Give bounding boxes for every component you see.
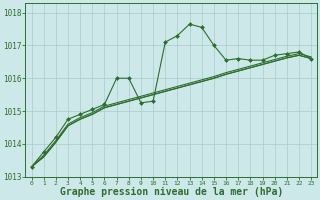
X-axis label: Graphe pression niveau de la mer (hPa): Graphe pression niveau de la mer (hPa) [60, 187, 283, 197]
